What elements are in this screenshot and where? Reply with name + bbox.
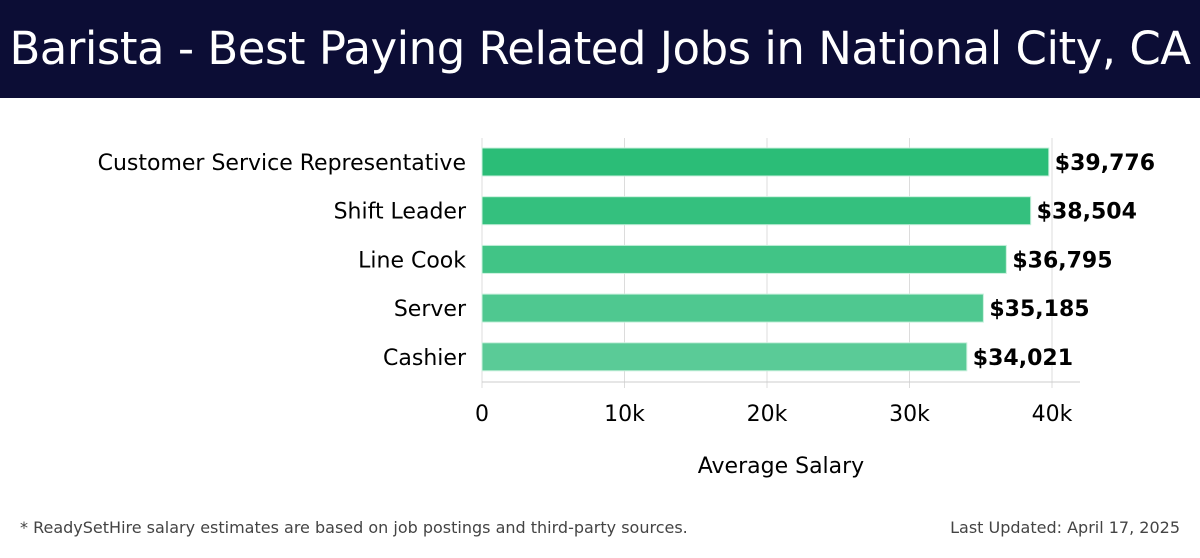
data-label: $36,795 — [1012, 248, 1112, 273]
footnote: * ReadySetHire salary estimates are base… — [20, 518, 688, 537]
data-label: $38,504 — [1037, 200, 1137, 225]
bar — [481, 293, 984, 323]
title-banner: Barista - Best Paying Related Jobs in Na… — [0, 0, 1200, 98]
bar — [481, 147, 1050, 177]
x-tick-label: 0 — [475, 402, 489, 427]
x-tick-label: 20k — [747, 402, 788, 427]
category-label: Server — [394, 297, 467, 322]
category-label: Line Cook — [358, 248, 466, 273]
category-label: Cashier — [383, 346, 467, 371]
x-tick-label: 10k — [604, 402, 645, 427]
data-label: $34,021 — [973, 346, 1073, 371]
x-tick-label: 30k — [889, 402, 930, 427]
last-updated: Last Updated: April 17, 2025 — [950, 518, 1180, 537]
category-label: Shift Leader — [334, 200, 467, 225]
x-axis-label: Average Salary — [698, 454, 864, 479]
data-label: $35,185 — [989, 297, 1089, 322]
bar — [481, 196, 1032, 226]
category-label: Customer Service Representative — [98, 151, 466, 176]
bar — [481, 342, 968, 372]
chart-title: Barista - Best Paying Related Jobs in Na… — [9, 22, 1191, 75]
data-label: $39,776 — [1055, 151, 1155, 176]
bar — [481, 244, 1007, 274]
x-tick-label: 40k — [1032, 402, 1073, 427]
